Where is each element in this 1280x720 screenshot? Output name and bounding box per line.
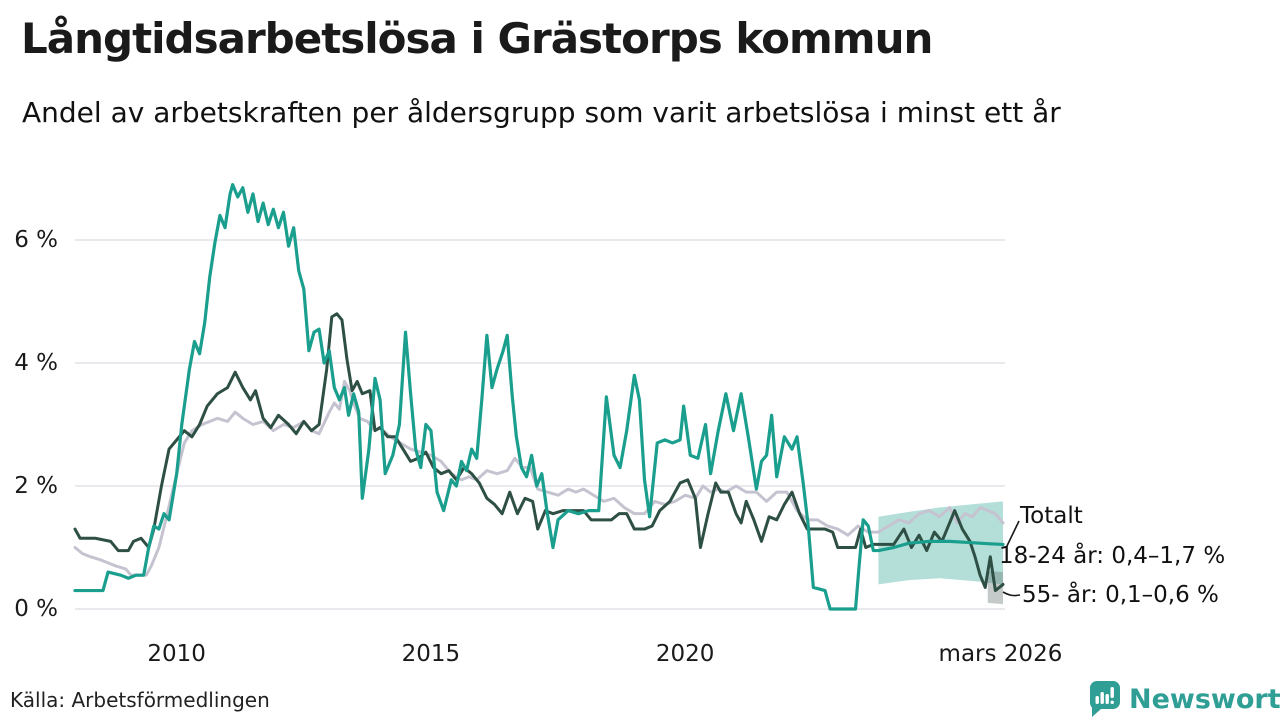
- old-connector-line: [1002, 591, 1021, 597]
- series-label-18-24: 18-24 år: 0,4–1,7 %: [999, 543, 1226, 569]
- x-tick-label: 2015: [401, 641, 461, 667]
- series-line-18-24 år: [73, 183, 1005, 611]
- totalt-connector-line: [1005, 520, 1020, 549]
- y-tick-label: 2 %: [14, 473, 58, 499]
- series-label-55: 55- år: 0,1–0,6 %: [1022, 582, 1219, 608]
- page-subtitle: Andel av arbetskraften per åldersgrupp s…: [22, 96, 1061, 129]
- annotation-connectors: [1002, 520, 1021, 597]
- x-tick-label: 2020: [655, 641, 715, 667]
- y-tick-label: 4 %: [14, 350, 58, 376]
- series-line-Totalt: [73, 379, 1005, 577]
- x-tick-label: 2010: [147, 641, 206, 667]
- series-label-totalt: Totalt: [1020, 503, 1083, 529]
- series-lines: [73, 183, 1005, 611]
- gridlines: [75, 239, 1005, 610]
- logo-bubble-shape: [1089, 681, 1120, 717]
- y-tick-label: 6 %: [14, 227, 58, 253]
- newsworthy-logo-icon: [1089, 681, 1120, 717]
- source-note: Källa: Arbetsförmedlingen: [10, 688, 270, 712]
- newsworthy-wordmark: Newsworthy: [1129, 684, 1280, 715]
- logo-bar-chart-glyph: [1095, 687, 1114, 704]
- x-tick-label: mars 2026: [938, 641, 1063, 667]
- y-tick-label: 0 %: [14, 596, 58, 622]
- page-title: Långtidsarbetslösa i Grästorps kommun: [21, 14, 933, 63]
- series-line-55- år: [73, 312, 1005, 593]
